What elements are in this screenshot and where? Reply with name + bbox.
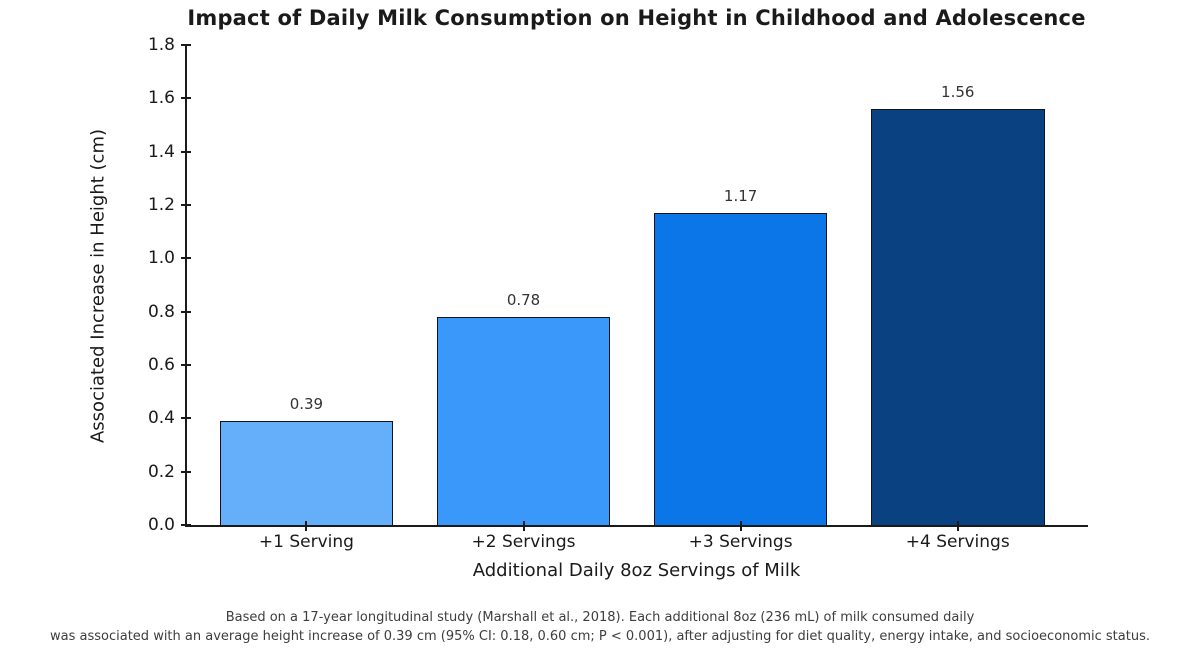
y-tick-mark [181, 363, 191, 366]
y-tick-mark [181, 44, 191, 46]
chart-title: Impact of Daily Milk Consumption on Heig… [187, 6, 1086, 30]
x-tick-mark [956, 521, 959, 531]
bar-value-label: 0.39 [289, 395, 324, 414]
y-tick-mark [181, 417, 191, 420]
y-tick-label: 0.2 [147, 461, 175, 482]
y-tick-label: 0.0 [147, 515, 175, 535]
x-axis-label: Additional Daily 8oz Servings of Milk [472, 560, 801, 581]
y-tick-label: 1.2 [147, 194, 175, 215]
y-tick-mark [181, 97, 191, 100]
bar-value-label: 1.56 [941, 83, 975, 102]
x-tick-label: +1 Serving [258, 532, 354, 552]
y-tick-label: 0.6 [147, 354, 175, 375]
bar-value-label: 0.78 [506, 291, 541, 310]
footnote-line-1: Based on a 17-year longitudinal study (M… [225, 610, 975, 625]
x-tick-label: +3 Servings [688, 532, 793, 552]
y-tick-mark [181, 150, 191, 153]
y-tick-label: 1.0 [147, 248, 175, 269]
y-tick-mark [181, 257, 191, 260]
chart-footnote: Based on a 17-year longitudinal study (M… [0, 608, 1200, 646]
y-tick-mark [181, 203, 191, 206]
bar--4-servings [870, 109, 1045, 525]
footnote-line-2: was associated with an average height in… [50, 629, 1150, 644]
y-tick-label: 1.6 [147, 88, 175, 109]
bar--3-servings [653, 213, 828, 525]
y-axis-label: Associated Increase in Height (cm) [87, 128, 109, 444]
x-tick-mark [739, 521, 742, 531]
x-tick-label: +2 Servings [471, 532, 576, 552]
bar--1-serving [219, 421, 394, 525]
plot-area: 0.0 0.2 0.4 0.6 0.8 1.0 1.2 1.4 1.6 1.8 0.39 +1 Ser… [148, 35, 1088, 552]
y-tick-mark [181, 310, 191, 313]
bar-value-label: 1.17 [723, 187, 758, 205]
x-tick-label: +4 Servings [905, 532, 1010, 552]
y-tick-label: 1.4 [147, 141, 175, 162]
y-tick-mark [181, 524, 191, 526]
y-tick-mark [181, 470, 191, 473]
bar--2-servings [436, 317, 611, 525]
y-tick-label: 0.4 [147, 408, 175, 429]
x-tick-mark [522, 521, 525, 531]
y-tick-label: 0.8 [147, 301, 175, 322]
x-tick-mark [305, 521, 308, 531]
y-tick-label: 1.8 [147, 35, 175, 55]
